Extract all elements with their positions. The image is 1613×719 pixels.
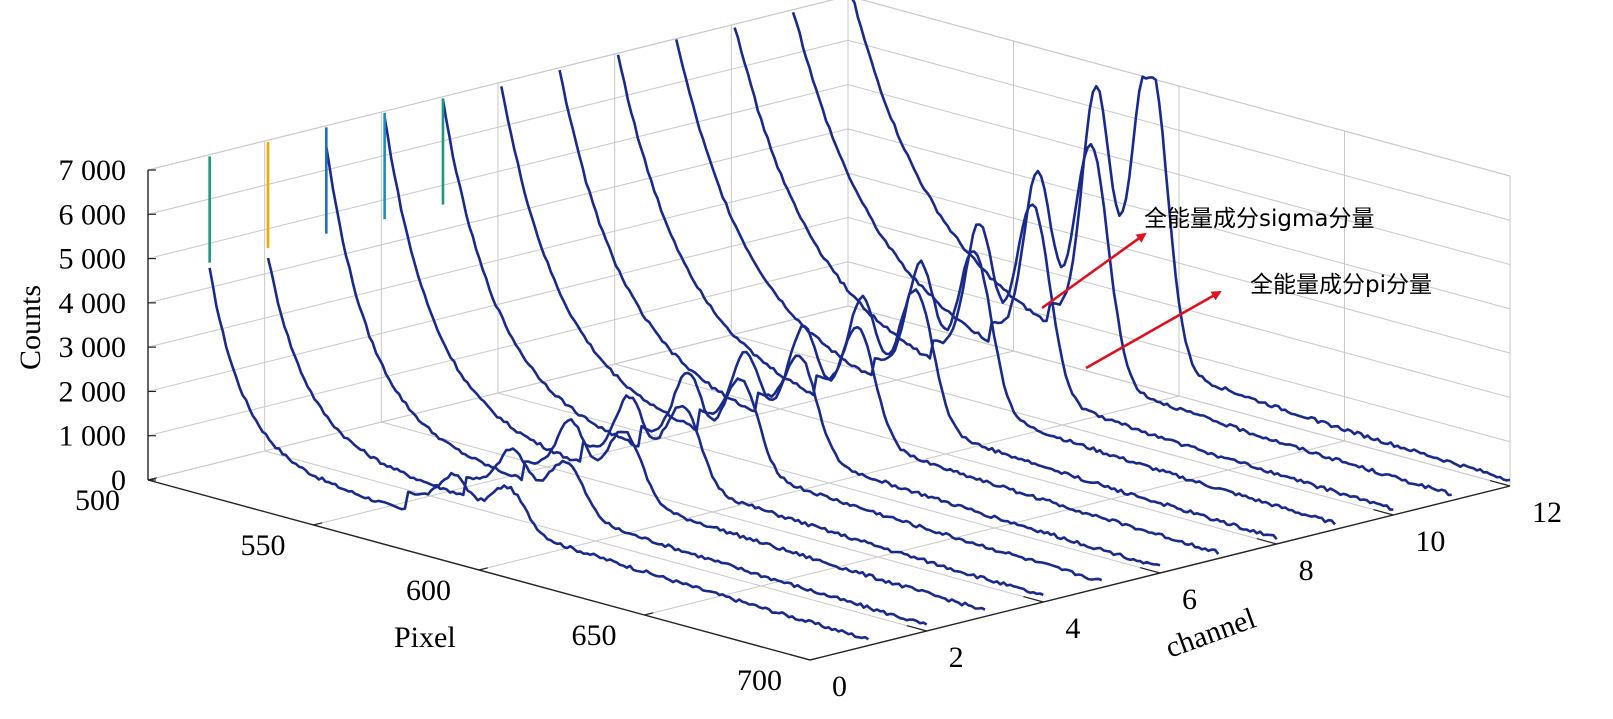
series-line <box>325 146 986 611</box>
annotation-arrow <box>1041 232 1147 310</box>
annotation-arrow <box>1085 290 1222 370</box>
y-axis-label: channel <box>1161 602 1260 665</box>
series-line <box>441 99 1103 582</box>
series-line <box>616 54 1278 541</box>
series-line <box>266 257 928 626</box>
x-tick-mark <box>478 567 488 571</box>
y-tick-mark <box>789 654 811 661</box>
y-tick-label: 12 <box>1532 496 1562 529</box>
grid-line <box>264 450 927 632</box>
z-tick-label: 5 000 <box>59 243 127 276</box>
y-tick-mark <box>1256 538 1277 545</box>
series-line <box>791 11 1452 497</box>
series-line <box>208 267 869 641</box>
series-lines <box>208 0 1511 641</box>
x-axis-label: Pixel <box>394 621 456 654</box>
series-line <box>675 39 1336 526</box>
x-tick-label: 500 <box>75 484 120 517</box>
x-tick-mark <box>147 477 157 481</box>
z-tick-label: 1 000 <box>59 420 127 453</box>
series-line <box>500 86 1161 567</box>
y-tick-label: 8 <box>1299 554 1314 587</box>
grid-line <box>847 305 1511 487</box>
z-tick-label: 2 000 <box>59 375 127 408</box>
grid-line <box>381 421 1044 603</box>
z-tick-label: 0 <box>111 464 126 497</box>
x-tick-label: 550 <box>241 529 286 562</box>
annotation-label: 全能量成分sigma分量 <box>1144 206 1374 232</box>
y-tick-label: 6 <box>1182 583 1197 616</box>
x-tick-label: 650 <box>572 619 617 652</box>
x-tick-mark <box>313 522 323 526</box>
grid-line <box>731 334 1394 516</box>
y-tick-label: 0 <box>832 670 847 703</box>
x-tick-mark <box>644 612 654 616</box>
x-tick-mark <box>809 657 819 661</box>
series-line <box>383 116 1044 597</box>
z-axis-label: Counts <box>14 285 47 370</box>
series-line <box>558 69 1220 555</box>
grid-line <box>860 0 1511 177</box>
grid-line <box>497 392 1161 574</box>
y-tick-label: 2 <box>949 641 964 674</box>
tick-labels: 0 1 000 2 000 3 000 4 000 5 000 6 000 7 000 500 5… <box>59 154 1563 703</box>
y-tick-mark <box>1373 509 1394 516</box>
grid-line <box>147 0 834 171</box>
z-tick-label: 6 000 <box>59 198 127 231</box>
z-tick-label: 7 000 <box>59 154 127 187</box>
y-tick-mark <box>1023 596 1044 603</box>
grid-line <box>614 363 1277 545</box>
y-tick-label: 4 <box>1065 612 1080 645</box>
y-tick-mark <box>906 625 927 632</box>
x-tick-label: 700 <box>737 664 782 697</box>
y-tick-label: 10 <box>1415 525 1445 558</box>
y-tick-mark <box>1489 480 1511 487</box>
y-tick-mark <box>1139 567 1161 574</box>
series-line <box>733 27 1394 511</box>
z-tick-label: 3 000 <box>59 331 127 364</box>
x-tick-label: 600 <box>406 574 451 607</box>
annotation-label: 全能量成分pi分量 <box>1250 272 1432 298</box>
z-tick-label: 4 000 <box>59 287 127 320</box>
